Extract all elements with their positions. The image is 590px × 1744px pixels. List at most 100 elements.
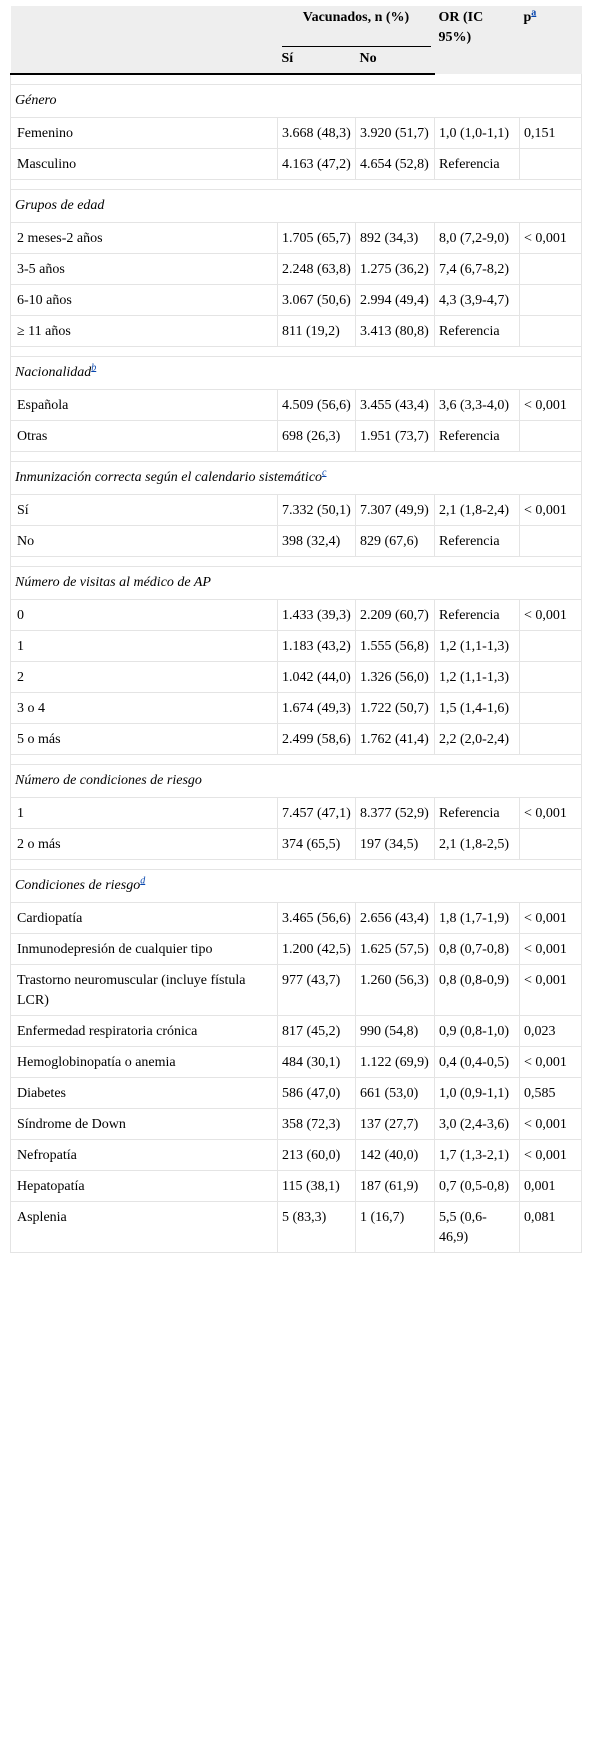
cell-p-value	[519, 148, 582, 180]
cell-vacunados-no: 142 (40,0)	[355, 1139, 435, 1171]
cell-vacunados-si: 698 (26,3)	[277, 420, 356, 452]
cell-vacunados-no: 2.656 (43,4)	[355, 902, 435, 934]
table-row: 2 o más 374 (65,5) 197 (34,5) 2,1 (1,8-2,5)	[10, 828, 582, 860]
cell-p-value	[519, 723, 582, 755]
results-table-container: Vacunados, n (%) OR (IC 95%) pa Sí No Gé…	[10, 6, 582, 1253]
row-label: Inmunodepresión de cualquier tipo	[10, 933, 278, 965]
cell-vacunados-no: 187 (61,9)	[355, 1170, 435, 1202]
cell-p-value	[519, 420, 582, 452]
cell-vacunados-si: 374 (65,5)	[277, 828, 356, 860]
section-spacer	[10, 754, 582, 765]
section-footnote-link[interactable]: c	[322, 467, 327, 479]
section-spacer	[10, 451, 582, 462]
header-vacunados: Vacunados, n (%)	[277, 6, 435, 47]
row-label: 2 o más	[10, 828, 278, 860]
row-label: Asplenia	[10, 1201, 278, 1253]
section-title: Número de visitas al médico de AP	[15, 575, 211, 590]
section-footnote-link[interactable]: d	[140, 875, 146, 887]
header-p-footnote-link[interactable]: a	[531, 7, 537, 19]
cell-p-value	[519, 284, 582, 316]
row-label: ≥ 11 años	[10, 315, 278, 347]
table-row: Cardiopatía 3.465 (56,6) 2.656 (43,4) 1,8 (…	[10, 902, 582, 934]
spacer-cell	[10, 74, 582, 85]
cell-vacunados-no: 8.377 (52,9)	[355, 797, 435, 829]
table-row: Hepatopatía 115 (38,1) 187 (61,9) 0,7 (0,5-…	[10, 1170, 582, 1202]
cell-or: 8,0 (7,2-9,0)	[434, 222, 520, 254]
section-title: Género	[15, 93, 57, 108]
spacer-cell	[10, 556, 582, 567]
cell-vacunados-no: 1.625 (57,5)	[355, 933, 435, 965]
cell-vacunados-si: 1.042 (44,0)	[277, 661, 356, 693]
cell-or: Referencia	[434, 148, 520, 180]
cell-p-value	[519, 315, 582, 347]
row-label: No	[10, 525, 278, 557]
cell-or: 1,0 (0,9-1,1)	[434, 1077, 520, 1109]
cell-or: 7,4 (6,7-8,2)	[434, 253, 520, 285]
cell-vacunados-si: 4.509 (56,6)	[277, 389, 356, 421]
cell-p-value	[519, 692, 582, 724]
table-row: Española 4.509 (56,6) 3.455 (43,4) 3,6 (3,3…	[10, 389, 582, 421]
section-title: Inmunización correcta según el calendari…	[15, 470, 323, 485]
section-title-cell: Inmunización correcta según el calendari…	[10, 461, 582, 495]
cell-vacunados-no: 2.994 (49,4)	[355, 284, 435, 316]
spacer-cell	[10, 754, 582, 765]
cell-vacunados-si: 115 (38,1)	[277, 1170, 356, 1202]
cell-p-value: < 0,001	[519, 1139, 582, 1171]
cell-or: 1,5 (1,4-1,6)	[434, 692, 520, 724]
cell-p-value: < 0,001	[519, 494, 582, 526]
header-blank-2	[10, 47, 278, 75]
header-no: No	[355, 47, 435, 75]
cell-or: Referencia	[434, 599, 520, 631]
cell-or: Referencia	[434, 525, 520, 557]
cell-p-value: 0,585	[519, 1077, 582, 1109]
cell-vacunados-si: 398 (32,4)	[277, 525, 356, 557]
cell-p-value: 0,023	[519, 1015, 582, 1047]
section-title-cell: Género	[10, 84, 582, 118]
cell-vacunados-si: 2.499 (58,6)	[277, 723, 356, 755]
table-row: 0 1.433 (39,3) 2.209 (60,7) Referencia < 0,0…	[10, 599, 582, 631]
section-title-cell: Condiciones de riesgod	[10, 869, 582, 903]
cell-or: 2,1 (1,8-2,4)	[434, 494, 520, 526]
row-label: Femenino	[10, 117, 278, 149]
cell-vacunados-no: 4.654 (52,8)	[355, 148, 435, 180]
row-label: Otras	[10, 420, 278, 452]
cell-vacunados-no: 3.455 (43,4)	[355, 389, 435, 421]
table-row: Diabetes 586 (47,0) 661 (53,0) 1,0 (0,9-1,1…	[10, 1077, 582, 1109]
cell-or: 0,8 (0,7-0,8)	[434, 933, 520, 965]
header-blank	[10, 6, 278, 47]
row-label: Hemoglobinopatía o anemia	[10, 1046, 278, 1078]
header-vacunados-label: Vacunados, n (%)	[302, 10, 410, 25]
cell-p-value: 0,081	[519, 1201, 582, 1253]
cell-or: 1,2 (1,1-1,3)	[434, 630, 520, 662]
table-row: Trastorno neuromuscular (incluye fístula…	[10, 964, 582, 1016]
spacer-cell	[10, 346, 582, 357]
section-header-row: Género	[10, 84, 582, 118]
cell-p-value	[519, 253, 582, 285]
section-footnote-link[interactable]: b	[91, 362, 97, 374]
row-label: Diabetes	[10, 1077, 278, 1109]
cell-or: 0,4 (0,4-0,5)	[434, 1046, 520, 1078]
cell-vacunados-no: 990 (54,8)	[355, 1015, 435, 1047]
cell-vacunados-no: 661 (53,0)	[355, 1077, 435, 1109]
section-spacer	[10, 346, 582, 357]
cell-vacunados-si: 3.465 (56,6)	[277, 902, 356, 934]
row-label: 0	[10, 599, 278, 631]
table-row: 5 o más 2.499 (58,6) 1.762 (41,4) 2,2 (2,0-…	[10, 723, 582, 755]
table-row: 1 1.183 (43,2) 1.555 (56,8) 1,2 (1,1-1,3)	[10, 630, 582, 662]
spacer-cell	[10, 179, 582, 190]
table-row: Inmunodepresión de cualquier tipo 1.200 (…	[10, 933, 582, 965]
cell-vacunados-no: 1.275 (36,2)	[355, 253, 435, 285]
cell-vacunados-si: 977 (43,7)	[277, 964, 356, 1016]
cell-vacunados-no: 1.326 (56,0)	[355, 661, 435, 693]
table-row: Enfermedad respiratoria crónica 817 (45,2…	[10, 1015, 582, 1047]
cell-vacunados-no: 1.762 (41,4)	[355, 723, 435, 755]
cell-or: 1,0 (1,0-1,1)	[434, 117, 520, 149]
cell-vacunados-no: 3.413 (80,8)	[355, 315, 435, 347]
cell-or: Referencia	[434, 797, 520, 829]
table-row: Nefropatía 213 (60,0) 142 (40,0) 1,7 (1,3-2…	[10, 1139, 582, 1171]
cell-or: 1,2 (1,1-1,3)	[434, 661, 520, 693]
row-label: Masculino	[10, 148, 278, 180]
cell-p-value	[519, 661, 582, 693]
cell-p-value: < 0,001	[519, 1108, 582, 1140]
row-label: Síndrome de Down	[10, 1108, 278, 1140]
